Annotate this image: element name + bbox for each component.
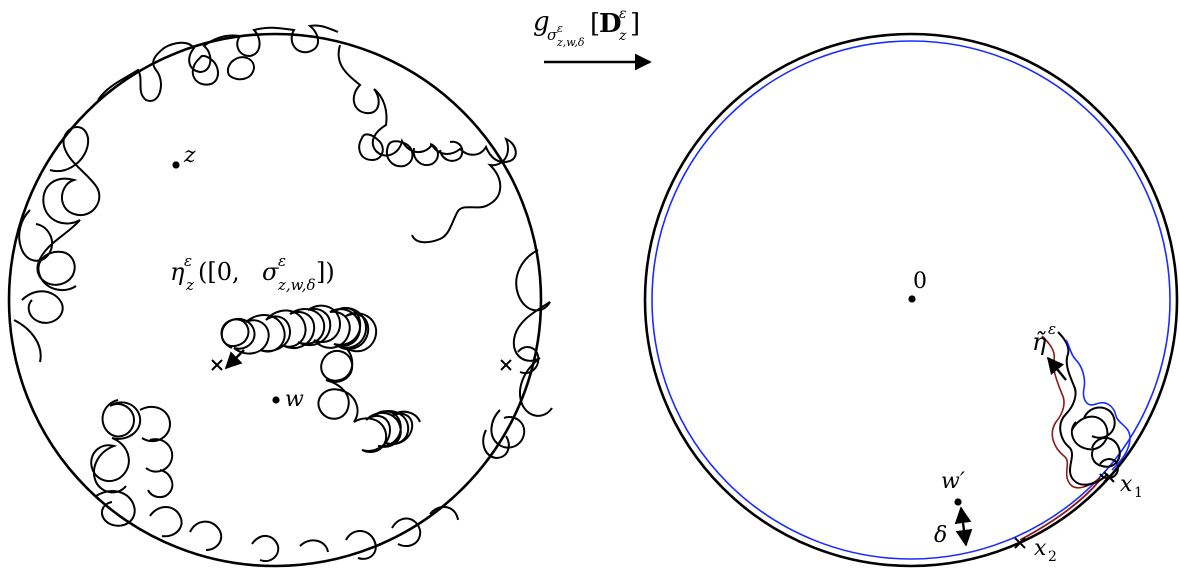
svg-text:]: ] bbox=[630, 9, 640, 39]
right-disk: η̃ ε x 1 x 2 0 w′ δ bbox=[643, 32, 1179, 568]
conformal-map-label: g σ ε z,w,δ [ D ε z ] bbox=[533, 6, 640, 49]
x1-cross bbox=[1103, 471, 1115, 483]
delta-label: δ bbox=[934, 523, 947, 548]
svg-text:([0,: ([0, bbox=[198, 258, 240, 286]
svg-text:]): ]) bbox=[316, 258, 335, 286]
eta-tilde-blue-trace bbox=[1065, 339, 1131, 471]
x2-cross bbox=[1014, 537, 1026, 549]
loop-chain-bottom bbox=[95, 490, 459, 562]
svg-text:ε: ε bbox=[557, 22, 563, 35]
svg-text:x: x bbox=[1120, 472, 1133, 497]
eta-tilde-black bbox=[1057, 331, 1121, 486]
delta-double-arrow bbox=[954, 506, 973, 547]
point-z-label: z bbox=[183, 143, 196, 168]
loop-chain-bottom-left bbox=[90, 399, 174, 498]
svg-text:z,w,δ: z,w,δ bbox=[277, 276, 316, 294]
point-w-prime-dot bbox=[954, 498, 962, 506]
loop-chain-top bbox=[97, 24, 339, 102]
svg-text:η̃: η̃ bbox=[1032, 328, 1047, 356]
svg-text:ε: ε bbox=[1048, 320, 1056, 338]
svg-text:D: D bbox=[599, 9, 622, 39]
svg-text:z,w,δ: z,w,δ bbox=[556, 36, 585, 49]
loop-chain-left bbox=[13, 126, 101, 363]
svg-text:σ: σ bbox=[547, 26, 558, 44]
curve-eta-label: η ε z ([0, σ ε z,w,δ ]) bbox=[170, 252, 335, 294]
svg-text:[: [ bbox=[590, 9, 600, 39]
left-disk: z w η ε z ([0, σ ε z,w,δ ]) bbox=[7, 24, 553, 568]
boundary-arc-red bbox=[1019, 479, 1101, 541]
eta-tip-cross-right bbox=[500, 359, 512, 371]
svg-text:ε: ε bbox=[619, 6, 627, 22]
svg-text:σ: σ bbox=[262, 258, 279, 286]
loop-chain-right bbox=[482, 249, 553, 460]
point-w-prime-label: w′ bbox=[941, 469, 965, 494]
conformal-map-arrow: g σ ε z,w,δ [ D ε z ] bbox=[533, 6, 652, 71]
svg-text:ε: ε bbox=[184, 252, 192, 270]
point-w-label: w bbox=[285, 387, 304, 412]
svg-text:η: η bbox=[170, 258, 185, 286]
svg-text:z: z bbox=[185, 276, 194, 294]
eta-tilde-label: η̃ ε bbox=[1032, 320, 1056, 356]
point-w-dot bbox=[272, 396, 280, 404]
svg-text:ε: ε bbox=[278, 252, 286, 270]
origin-label: 0 bbox=[913, 269, 927, 294]
eta-tip-cross-left bbox=[211, 359, 223, 371]
right-disk-boundary bbox=[643, 32, 1179, 568]
x2-label: x 2 bbox=[1034, 536, 1057, 565]
right-disk-inner-circle bbox=[651, 40, 1171, 560]
point-z-dot bbox=[172, 161, 180, 169]
curve-eta bbox=[220, 304, 421, 453]
loop-chain-top-right bbox=[337, 44, 517, 244]
eta-tilde-arrow bbox=[1046, 356, 1067, 381]
eta-start-arrow bbox=[224, 349, 245, 370]
svg-text:g: g bbox=[533, 7, 550, 37]
svg-text:x: x bbox=[1034, 536, 1047, 561]
x1-label: x 1 bbox=[1120, 472, 1143, 501]
origin-dot bbox=[908, 295, 916, 303]
svg-text:2: 2 bbox=[1048, 549, 1057, 565]
svg-text:z: z bbox=[618, 28, 627, 44]
left-disk-boundary bbox=[7, 32, 543, 568]
svg-text:1: 1 bbox=[1134, 485, 1143, 501]
